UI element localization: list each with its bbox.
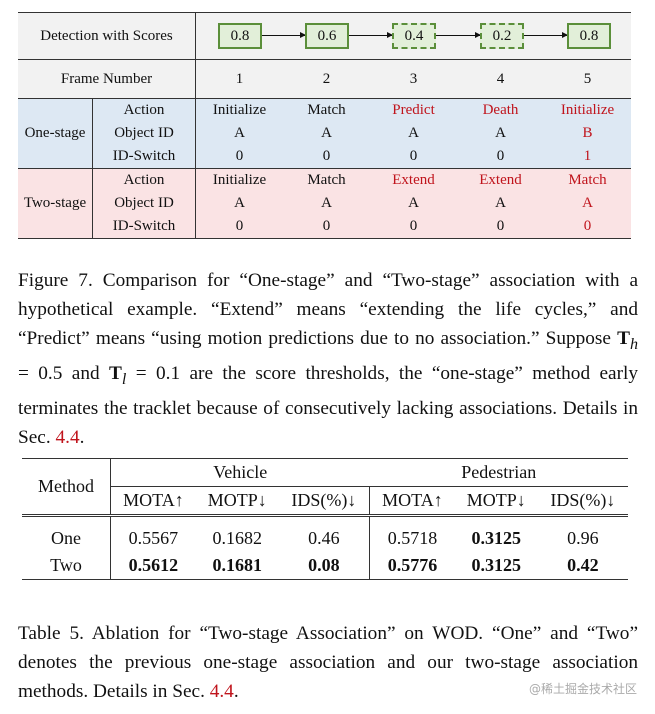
value-cell: 0.5567 — [128, 528, 179, 548]
metric-header: MOTP↓ — [207, 490, 267, 510]
frame-number: 4 — [457, 59, 544, 99]
group-label: One-stage — [18, 98, 93, 169]
metric-header: MOTA↑ — [123, 490, 184, 510]
cell: Match — [544, 168, 631, 192]
metric-header: IDS(%)↓ — [550, 490, 616, 510]
section-link[interactable]: 4.4 — [209, 681, 234, 702]
cell: A — [457, 122, 544, 145]
value-cell: 0.46 — [308, 528, 340, 548]
detection-label: Detection with Scores — [18, 12, 196, 60]
cell: A — [283, 122, 370, 145]
cell: A — [544, 192, 631, 215]
metric-header: MOTA↑ — [369, 486, 455, 516]
row-label: ID-Switch — [92, 145, 196, 169]
cell: 1 — [544, 145, 631, 169]
frame-number: 1 — [195, 59, 283, 99]
cell: 0 — [283, 145, 370, 169]
arrow-icon — [436, 32, 481, 38]
arrow-icon — [524, 32, 568, 38]
figure-7-table: Detection with Scores 0.8 0.6 0.4 0.2 0.8 Fr… — [18, 12, 631, 239]
watermark: @稀土掘金技术社区 — [528, 682, 637, 696]
cell: Initialize — [544, 98, 631, 122]
table-5: Method Vehicle Pedestrian MOTA↑ MOTP↓ IDS(… — [22, 458, 628, 580]
value-cell: 0.5612 — [128, 555, 179, 575]
cell: A — [370, 192, 457, 215]
cell: B — [544, 122, 631, 145]
cell: 0 — [195, 145, 283, 169]
figure-7-caption: Figure 7. Comparison for “One-stage” and… — [18, 270, 639, 448]
group-pedestrian: Pedestrian — [369, 458, 628, 487]
cell: Initialize — [195, 168, 283, 192]
score-box: 0.4 — [392, 23, 436, 49]
value-cell: 0.3125 — [471, 528, 522, 548]
score-box: 0.6 — [305, 23, 349, 49]
cell: A — [457, 192, 544, 215]
cell: A — [195, 122, 283, 145]
row-label: Action — [92, 168, 196, 192]
score-box: 0.8 — [218, 23, 262, 49]
cell: 0 — [370, 145, 457, 169]
cell: 0 — [457, 145, 544, 169]
cell: Match — [283, 98, 370, 122]
group-vehicle: Vehicle — [110, 458, 370, 487]
frame-number: 2 — [283, 59, 370, 99]
cell: Death — [457, 98, 544, 122]
metric-header: IDS(%)↓ — [291, 490, 357, 510]
cell: Predict — [370, 98, 457, 122]
cell: 0 — [195, 215, 283, 239]
cell: 0 — [457, 215, 544, 239]
arrow-icon — [262, 32, 306, 38]
row-label: Action — [92, 98, 196, 122]
value-cell: 0.96 — [567, 528, 599, 548]
cell: A — [370, 122, 457, 145]
score-chain: 0.8 0.6 0.4 0.2 0.8 — [196, 13, 631, 59]
value-cell: 0.1682 — [212, 528, 263, 548]
value-cell: 0.08 — [308, 555, 340, 575]
frame-label: Frame Number — [18, 59, 196, 99]
metric-header: MOTP↓ — [466, 490, 526, 510]
row-label: ID-Switch — [92, 215, 196, 239]
cell: Extend — [370, 168, 457, 192]
group-label: Two-stage — [18, 168, 93, 239]
row-label: Object ID — [92, 122, 196, 145]
value-cell: 0.42 — [567, 555, 599, 575]
frame-number: 5 — [544, 59, 631, 99]
value-cell: 0.3125 — [471, 555, 522, 575]
score-box: 0.8 — [567, 23, 611, 49]
cell: A — [283, 192, 370, 215]
cell: Match — [283, 168, 370, 192]
value-cell: 0.1681 — [212, 555, 263, 575]
method-name: Two — [22, 552, 111, 580]
cell: 0 — [283, 215, 370, 239]
value-cell: 0.5776 — [369, 552, 455, 580]
cell: 0 — [544, 215, 631, 239]
method-header: Method — [22, 458, 111, 516]
cell: A — [195, 192, 283, 215]
score-box: 0.2 — [480, 23, 524, 49]
section-link[interactable]: 4.4 — [55, 426, 80, 448]
method-name: One — [22, 515, 111, 552]
arrow-icon — [349, 32, 393, 38]
cell: 0 — [370, 215, 457, 239]
table-5-caption: Table 5. Ablation for “Two-stage Associa… — [18, 623, 638, 702]
value-cell: 0.5718 — [369, 515, 455, 552]
row-label: Object ID — [92, 192, 196, 215]
cell: Initialize — [195, 98, 283, 122]
cell: Extend — [457, 168, 544, 192]
frame-number: 3 — [370, 59, 457, 99]
